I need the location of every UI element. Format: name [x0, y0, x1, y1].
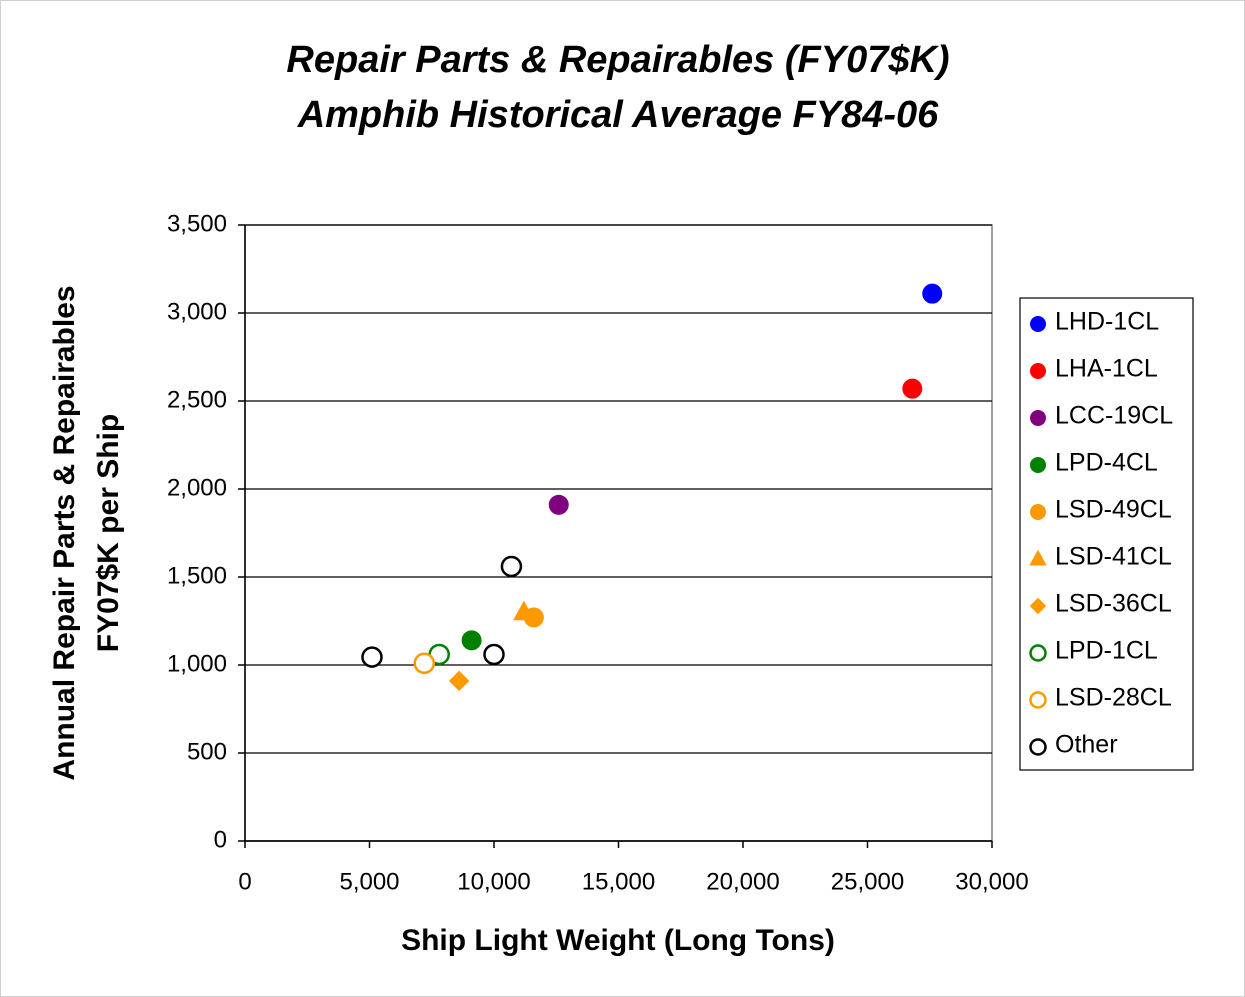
- point: [548, 494, 569, 515]
- point: [922, 283, 943, 304]
- x-tick-label: 5,000: [339, 868, 399, 895]
- point: [902, 378, 923, 399]
- legend-marker: [1030, 504, 1046, 520]
- y-tick-label: 1,500: [167, 562, 227, 589]
- y-tick-label: 2,500: [167, 386, 227, 413]
- legend-marker: [1030, 410, 1046, 426]
- y-tick-label: 3,500: [167, 210, 227, 237]
- x-tick-label: 25,000: [831, 868, 904, 895]
- y-tick-label: 2,000: [167, 474, 227, 501]
- x-tick-label: 15,000: [582, 868, 655, 895]
- legend-marker: [1029, 549, 1047, 566]
- legend-marker: [1029, 691, 1047, 709]
- x-tick-label: 10,000: [457, 868, 530, 895]
- chart-title: Repair Parts & Repairables (FY07$K): [286, 39, 949, 81]
- x-tick-label: 20,000: [706, 868, 779, 895]
- legend-label: LSD-28CL: [1055, 684, 1172, 712]
- chart-subtitle: Amphib Historical Average FY84-06: [297, 94, 939, 136]
- legend-label: LPD-4CL: [1055, 449, 1158, 477]
- legend-marker: [1030, 316, 1046, 332]
- point: [361, 646, 383, 668]
- point: [448, 670, 470, 692]
- y-axis-label: FY07$K per Ship: [92, 414, 125, 652]
- y-tick-label: 1,000: [167, 650, 227, 677]
- legend-label: LCC-19CL: [1055, 402, 1173, 430]
- legend-label: Other: [1055, 731, 1118, 759]
- point: [461, 630, 482, 651]
- legend-marker: [1030, 363, 1046, 379]
- legend-marker: [1029, 738, 1047, 756]
- y-tick-label: 3,000: [167, 298, 227, 325]
- x-axis-label: Ship Light Weight (Long Tons): [401, 924, 835, 957]
- point: [483, 643, 505, 666]
- y-axis-label: Annual Repair Parts & Repairables: [48, 285, 81, 780]
- legend-marker: [1029, 597, 1047, 615]
- point: [513, 600, 535, 621]
- legend-label: LSD-41CL: [1055, 543, 1172, 571]
- legend-marker: [1029, 644, 1047, 662]
- y-tick-label: 0: [214, 826, 227, 853]
- legend-label: LHA-1CL: [1055, 355, 1158, 383]
- legend-label: LHD-1CL: [1055, 308, 1159, 336]
- legend-label: LSD-36CL: [1055, 590, 1172, 618]
- x-tick-label: 30,000: [955, 868, 1028, 895]
- legend-label: LPD-1CL: [1055, 637, 1158, 665]
- legend-marker: [1030, 457, 1046, 473]
- point: [413, 652, 436, 674]
- point: [500, 555, 523, 578]
- x-tick-label: 0: [238, 868, 251, 895]
- legend-box: [1019, 297, 1194, 771]
- plot-area: [244, 224, 993, 842]
- legend-label: LSD-49CL: [1055, 496, 1172, 524]
- y-tick-label: 500: [187, 738, 227, 765]
